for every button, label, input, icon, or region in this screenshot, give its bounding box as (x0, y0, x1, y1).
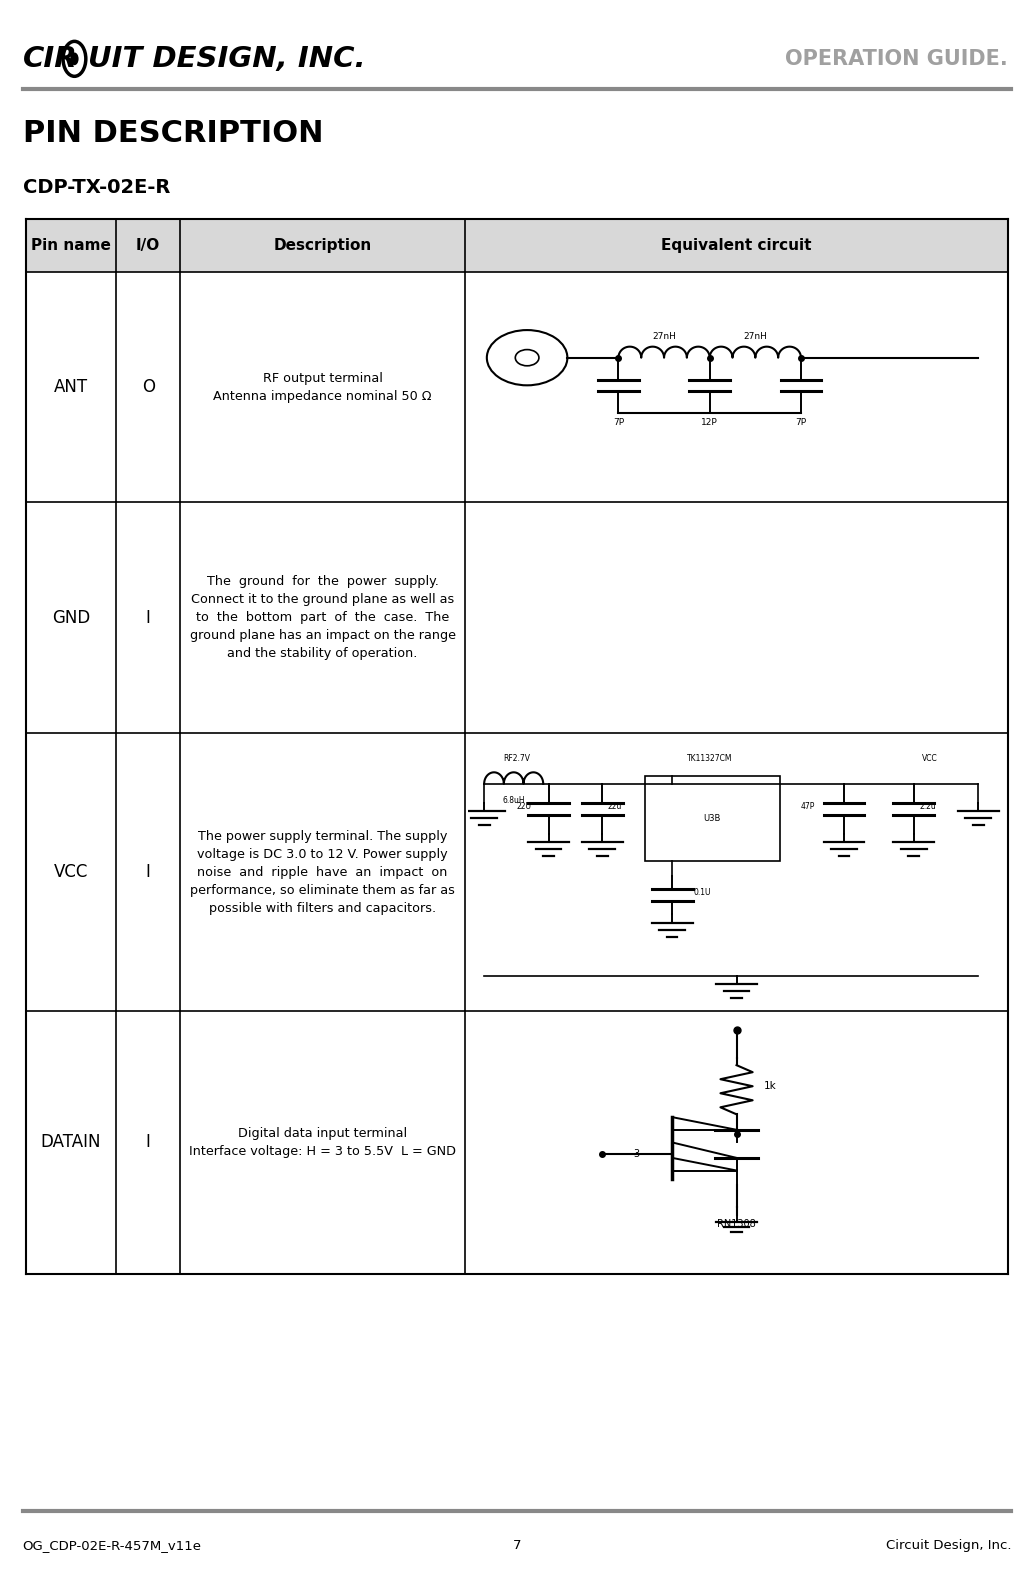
Text: ANT: ANT (54, 378, 88, 396)
Text: OPERATION GUIDE.: OPERATION GUIDE. (786, 49, 1008, 68)
Text: U3B: U3B (704, 814, 721, 824)
Text: Pin name: Pin name (31, 238, 111, 253)
Text: PIN DESCRIPTION: PIN DESCRIPTION (23, 119, 324, 148)
Text: VCC: VCC (54, 863, 88, 881)
Text: The power supply terminal. The supply
voltage is DC 3.0 to 12 V. Power supply
no: The power supply terminal. The supply vo… (190, 830, 455, 914)
Text: OG_CDP-02E-R-457M_v11e: OG_CDP-02E-R-457M_v11e (23, 1539, 202, 1552)
Bar (26, 219, 1008, 272)
Bar (645, 776, 780, 860)
Text: Circuit Design, Inc.: Circuit Design, Inc. (886, 1539, 1011, 1552)
Text: Digital data input terminal
Interface voltage: H = 3 to 5.5V  L = GND: Digital data input terminal Interface vo… (189, 1127, 456, 1158)
Text: 2.2u: 2.2u (919, 801, 936, 811)
Text: 7: 7 (513, 1539, 521, 1552)
Text: RF2.7V: RF2.7V (503, 754, 529, 763)
Text: The  ground  for  the  power  supply.
Connect it to the ground plane as well as
: The ground for the power supply. Connect… (189, 576, 456, 660)
Text: UIT DESIGN, INC.: UIT DESIGN, INC. (88, 45, 365, 73)
Circle shape (70, 52, 79, 65)
Text: 22u: 22u (608, 801, 622, 811)
Text: TK11327CM: TK11327CM (687, 754, 732, 763)
Text: I/O: I/O (136, 238, 160, 253)
Text: RN1308: RN1308 (718, 1220, 756, 1229)
Text: 7P: 7P (613, 418, 624, 428)
Text: 27nH: 27nH (652, 332, 676, 342)
Text: CDP-TX-02E-R: CDP-TX-02E-R (23, 178, 171, 197)
Text: 22U: 22U (516, 801, 531, 811)
Text: 6.8uH: 6.8uH (503, 797, 525, 805)
Text: Equivalent circuit: Equivalent circuit (662, 238, 812, 253)
Text: DATAIN: DATAIN (40, 1134, 101, 1151)
Text: Description: Description (273, 238, 371, 253)
Text: 3: 3 (634, 1148, 640, 1159)
Text: RF output terminal
Antenna impedance nominal 50 Ω: RF output terminal Antenna impedance nom… (213, 372, 432, 402)
Text: I: I (146, 1134, 151, 1151)
Text: O: O (142, 378, 155, 396)
Text: CIR: CIR (23, 45, 78, 73)
Text: VCC: VCC (922, 754, 938, 763)
Text: 12P: 12P (701, 418, 718, 428)
Text: I: I (146, 609, 151, 626)
Text: 1k: 1k (763, 1081, 777, 1091)
Text: GND: GND (52, 609, 90, 626)
Text: I: I (146, 863, 151, 881)
Text: 7P: 7P (795, 418, 807, 428)
Text: 27nH: 27nH (743, 332, 767, 342)
Text: 0.1U: 0.1U (694, 889, 711, 897)
Text: 47P: 47P (801, 801, 816, 811)
